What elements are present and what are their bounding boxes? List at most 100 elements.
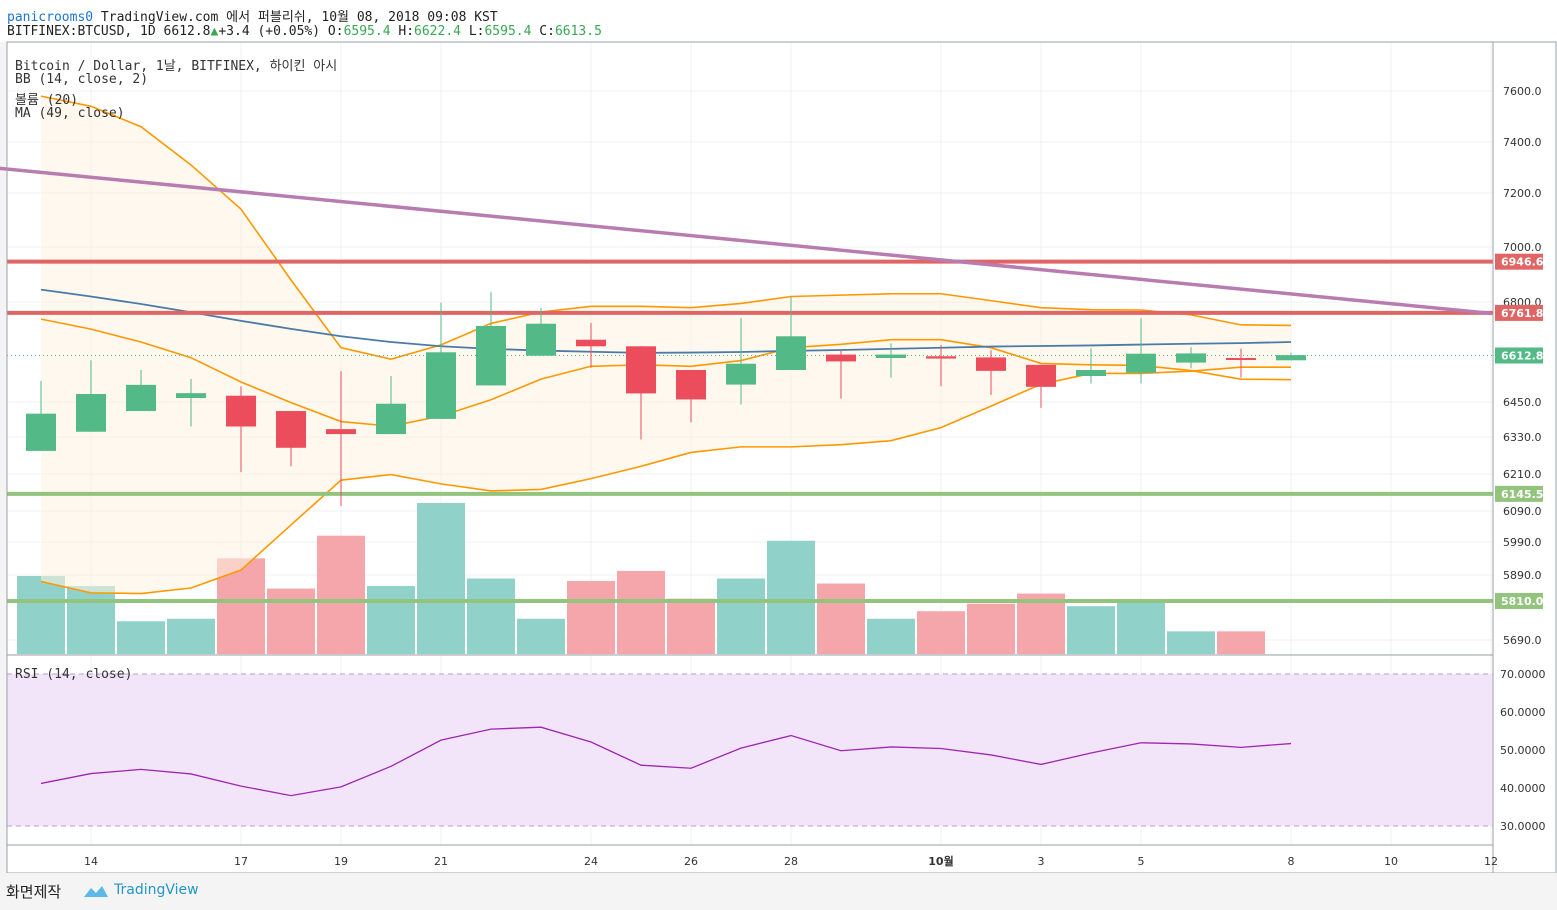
price-tick-label: 7000.0 bbox=[1503, 241, 1542, 254]
time-tick-label: 5 bbox=[1138, 855, 1145, 868]
time-tick-label: 8 bbox=[1288, 855, 1295, 868]
legend-bb[interactable]: BB (14, close, 2) bbox=[15, 72, 149, 87]
candle-body bbox=[626, 346, 656, 394]
volume-bar bbox=[367, 586, 415, 654]
high-value: 6622.4 bbox=[414, 24, 461, 39]
legend-rsi[interactable]: RSI (14, close) bbox=[15, 667, 133, 682]
ohlc-info: BITFINEX:BTCUSD, 1D 6612.8▲+3.4 (+0.05%)… bbox=[7, 24, 602, 39]
time-tick-label: 26 bbox=[684, 855, 698, 868]
price-label-box bbox=[1495, 253, 1543, 270]
chart-header bbox=[0, 0, 1557, 42]
rsi-tick-label: 70.0000 bbox=[1500, 668, 1546, 681]
volume-bar bbox=[417, 503, 465, 654]
price-label-box bbox=[1495, 485, 1543, 502]
price-tick-label: 5990.0 bbox=[1503, 536, 1542, 549]
volume-bar bbox=[1017, 593, 1065, 654]
price-label: 6145.5 bbox=[1501, 488, 1543, 501]
legend-title: Bitcoin / Dollar, 1날, BITFINEX, 하이킨 아시 bbox=[15, 59, 338, 74]
publish-source: TradingView.com 에서 퍼블리쉬, 10월 08, 2018 09… bbox=[100, 10, 498, 25]
candle-body bbox=[1026, 364, 1056, 387]
candle-body bbox=[1276, 355, 1306, 361]
author-name[interactable]: panicrooms0 bbox=[7, 10, 94, 25]
time-tick-label: 28 bbox=[784, 855, 798, 868]
volume-bar bbox=[967, 603, 1015, 654]
bb-upper-band bbox=[40, 95, 1292, 360]
time-axis bbox=[7, 845, 1493, 873]
price-tick-label: 5890.0 bbox=[1503, 569, 1542, 582]
rsi-tick-label: 40.0000 bbox=[1500, 782, 1546, 795]
candle-body bbox=[326, 429, 356, 435]
low-value: 6595.4 bbox=[484, 24, 532, 39]
price-tick-label: 6330.0 bbox=[1503, 431, 1542, 444]
rsi-line bbox=[40, 726, 1292, 797]
candle-body bbox=[426, 352, 456, 419]
open-value: 6595.4 bbox=[343, 24, 391, 39]
symbol-label: BITFINEX:BTCUSD, 1D bbox=[7, 24, 156, 39]
time-tick-label: 19 bbox=[334, 855, 348, 868]
candle-body bbox=[126, 384, 156, 412]
bb-basis bbox=[40, 318, 1292, 428]
candle-body bbox=[576, 339, 606, 347]
candle-body bbox=[876, 354, 906, 358]
high-label: H: bbox=[398, 24, 415, 39]
legend-ma[interactable]: MA (49, close) bbox=[15, 106, 125, 121]
price-chart[interactable]: 7600.07400.07200.07000.06800.06450.06330… bbox=[0, 0, 1557, 873]
price-label-box bbox=[1495, 304, 1543, 321]
up-arrow-icon: ▲ bbox=[210, 24, 219, 39]
price-axis bbox=[1493, 42, 1557, 873]
footer-brand[interactable]: TradingView bbox=[114, 882, 199, 898]
close-label: C: bbox=[539, 24, 555, 39]
candle-body bbox=[276, 411, 306, 448]
rsi-tick-label: 30.0000 bbox=[1500, 820, 1546, 833]
time-tick-label: 17 bbox=[234, 855, 248, 868]
time-tick-label: 21 bbox=[434, 855, 448, 868]
volume-bar bbox=[517, 618, 565, 654]
candle-body bbox=[226, 395, 256, 427]
price-tick-label: 5690.0 bbox=[1503, 634, 1542, 647]
rsi-tick-label: 50.0000 bbox=[1500, 744, 1546, 757]
price-label: 6946.6 bbox=[1501, 256, 1544, 269]
candle-body bbox=[376, 403, 406, 435]
volume-bar bbox=[267, 588, 315, 654]
volume-bar bbox=[867, 618, 915, 654]
price-label-box bbox=[1495, 593, 1543, 609]
volume-bar bbox=[717, 578, 765, 654]
time-tick-label: 10 bbox=[1384, 855, 1398, 868]
candle-body bbox=[726, 363, 756, 385]
candle-body bbox=[1226, 358, 1256, 360]
volume-bar bbox=[617, 570, 665, 654]
trend-line bbox=[0, 166, 1492, 316]
volume-bar bbox=[67, 586, 115, 654]
price-tick-label: 6450.0 bbox=[1503, 396, 1542, 409]
price-label: 6761.8 bbox=[1501, 307, 1543, 320]
volume-bar bbox=[817, 583, 865, 654]
price-label: 5810.0 bbox=[1501, 595, 1544, 608]
tradingview-logo-icon bbox=[84, 886, 108, 897]
price-tick-label: 7200.0 bbox=[1503, 187, 1542, 200]
candle-body bbox=[1126, 353, 1156, 373]
price-label-box bbox=[1495, 347, 1543, 364]
candle-body bbox=[976, 357, 1006, 371]
volume-bar bbox=[467, 578, 515, 654]
legend-volume[interactable]: 볼륨 (20) bbox=[15, 93, 79, 108]
volume-bar bbox=[1217, 631, 1265, 654]
chart-border bbox=[6, 41, 1557, 873]
price-tick-label: 7400.0 bbox=[1503, 136, 1542, 149]
last-price: 6612.8 bbox=[163, 24, 211, 39]
time-tick-label: 10월 bbox=[928, 854, 953, 868]
candle-body bbox=[176, 393, 206, 398]
candle-body bbox=[76, 394, 106, 432]
time-tick-label: 24 bbox=[584, 855, 598, 868]
open-label: O: bbox=[327, 24, 344, 39]
candle-body bbox=[26, 413, 56, 451]
volume-bar bbox=[17, 575, 65, 654]
time-tick-label: 14 bbox=[84, 855, 98, 868]
volume-bar bbox=[667, 598, 715, 654]
footer-label: 화면제작 bbox=[6, 883, 62, 901]
footer: 화면제작 TradingView bbox=[0, 873, 1557, 910]
price-change: +3.4 (+0.05%) bbox=[218, 24, 321, 39]
volume-bar bbox=[917, 611, 965, 654]
volume-bar bbox=[567, 581, 615, 654]
price-tick-label: 6210.0 bbox=[1503, 468, 1542, 481]
volume-bar bbox=[1067, 606, 1115, 654]
